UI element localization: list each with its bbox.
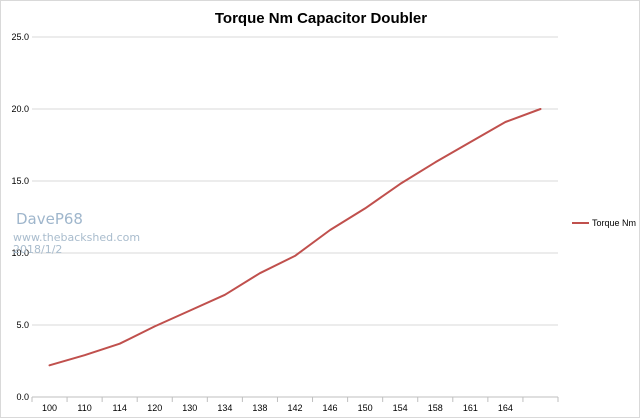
x-tick-label: 164 — [498, 403, 513, 413]
y-tick-label: 5.0 — [16, 320, 29, 330]
x-tick-label: 150 — [358, 403, 373, 413]
y-tick-label: 15.0 — [11, 176, 29, 186]
x-tick-label: 154 — [393, 403, 408, 413]
watermark-name: DaveP68 — [16, 210, 83, 228]
series-line-torque-nm — [48, 108, 542, 367]
x-axis: 100 110 114 120 130 134 138 142 146 150 154 158 161 1… — [31, 396, 559, 413]
y-tick-label: 25.0 — [11, 32, 29, 42]
x-tick-label: 130 — [182, 403, 197, 413]
x-tick-label: 138 — [252, 403, 267, 413]
x-tick-label: 120 — [147, 403, 162, 413]
y-tick-label: 20.0 — [11, 104, 29, 114]
chart-title: Torque Nm Capacitor Doubler — [215, 10, 427, 27]
x-tick-label: 110 — [77, 403, 91, 413]
watermark-date: 2018/1/2 — [13, 243, 62, 256]
x-tick-label: 146 — [323, 403, 338, 413]
x-tick-label: 161 — [463, 403, 478, 413]
y-axis-tick-labels: 0.0 5.0 10.0 15.0 20.0 25.0 — [11, 32, 29, 402]
series-layer — [48, 108, 542, 367]
y-tick-label: 10.0 — [11, 248, 29, 258]
legend: Torque Nm — [572, 218, 636, 228]
watermark: DaveP68 www.thebackshed.com 2018/1/2 — [13, 210, 140, 256]
x-tick-label: 134 — [217, 403, 232, 413]
gridlines — [32, 36, 558, 326]
y-tick-label: 0.0 — [16, 392, 29, 402]
x-tick-label: 142 — [287, 403, 302, 413]
x-tick-label: 158 — [428, 403, 443, 413]
x-tick-label: 100 — [42, 403, 57, 413]
watermark-site: www.thebackshed.com — [13, 231, 140, 244]
x-tick-label: 114 — [112, 403, 126, 413]
legend-label-torque-nm: Torque Nm — [592, 218, 636, 228]
